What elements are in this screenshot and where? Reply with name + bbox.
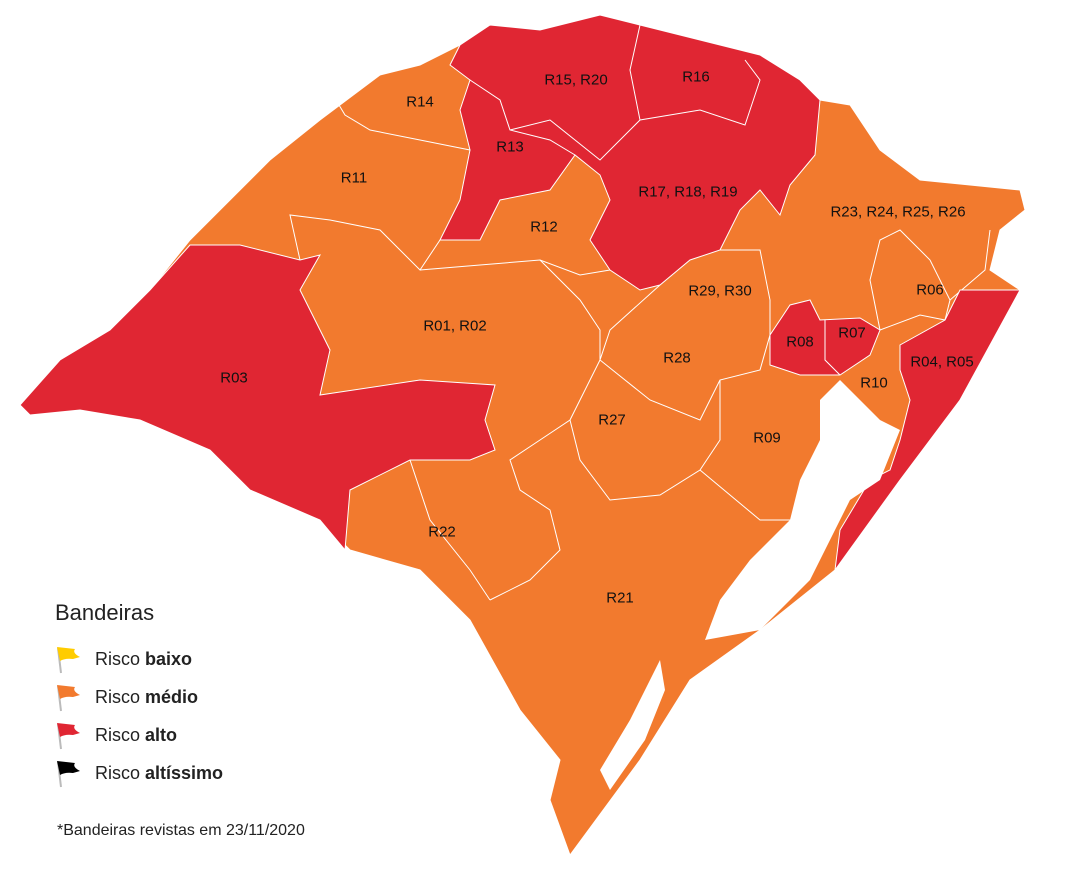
region-label: R12 xyxy=(530,218,558,236)
region-label: R15, R20 xyxy=(544,71,608,89)
region-border xyxy=(289,214,441,271)
region-border xyxy=(629,24,641,121)
region-border xyxy=(329,89,471,151)
region-label: R17, R18, R19 xyxy=(638,183,738,201)
region-border xyxy=(720,249,771,335)
legend-prefix: Risco xyxy=(95,762,141,783)
region-label: R11 xyxy=(340,169,368,187)
region-label: R08 xyxy=(786,333,814,351)
region-label: R23, R24, R25, R26 xyxy=(830,203,966,221)
region-label: R03 xyxy=(220,369,248,387)
legend-level: alto xyxy=(145,724,178,745)
region-border xyxy=(869,229,951,331)
region-r03[interactable] xyxy=(19,244,496,552)
legend-item-medio: Risco médio xyxy=(55,678,223,716)
legend-level: baixo xyxy=(145,648,193,669)
region-r04-r05[interactable] xyxy=(834,289,1021,571)
region-border xyxy=(699,469,800,521)
legend-item-alto: Risco alto xyxy=(55,716,223,754)
region-border xyxy=(599,284,771,421)
region-label: R04, R05 xyxy=(910,353,974,371)
legend-level: altíssimo xyxy=(145,762,224,783)
legend-prefix: Risco xyxy=(95,724,141,745)
revision-note: *Bandeiras revistas em 23/11/2020 xyxy=(57,822,305,839)
region-border xyxy=(489,259,601,601)
lagoa-dos-patos xyxy=(705,380,900,640)
region-border xyxy=(509,59,761,161)
region-border xyxy=(569,380,721,501)
legend-prefix: Risco xyxy=(95,648,141,669)
region-label: R06 xyxy=(916,281,944,299)
orange-flag-icon xyxy=(57,685,80,712)
lagoa-mirim xyxy=(600,660,665,790)
region-label: R29, R30 xyxy=(688,282,752,300)
region-label: R07 xyxy=(838,324,866,342)
legend: Bandeiras Risco baixo Risco médio Risco alt… xyxy=(55,600,223,792)
region-border xyxy=(409,459,491,601)
legend-title: Bandeiras xyxy=(55,600,155,625)
legend-item-baixo: Risco baixo xyxy=(55,640,223,678)
region-label: R28 xyxy=(663,349,691,367)
region-label: R13 xyxy=(496,138,524,156)
region-label: R21 xyxy=(606,589,634,607)
region-label: R22 xyxy=(428,523,456,541)
yellow-flag-icon xyxy=(57,647,80,674)
region-label: R14 xyxy=(406,93,434,111)
region-border xyxy=(824,320,841,376)
red-flag-icon xyxy=(57,723,80,750)
region-label: R01, R02 xyxy=(423,317,487,335)
legend-prefix: Risco xyxy=(95,686,141,707)
legend-level: médio xyxy=(145,686,199,707)
region-label: R09 xyxy=(753,429,781,447)
region-label: R27 xyxy=(598,411,626,429)
black-flag-icon xyxy=(57,761,80,788)
region-label: R10 xyxy=(860,374,888,392)
region-label: R16 xyxy=(682,68,710,86)
state-base-medio xyxy=(19,14,1026,857)
legend-item-altissimo: Risco altíssimo xyxy=(55,754,223,792)
